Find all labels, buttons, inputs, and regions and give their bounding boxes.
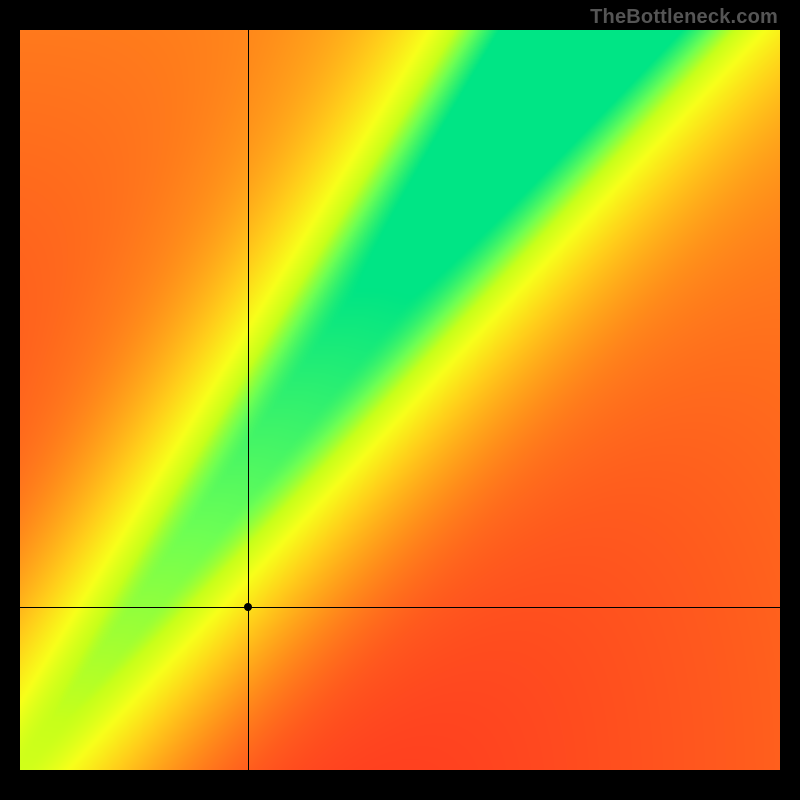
heatmap-canvas (20, 30, 780, 770)
selection-marker (244, 603, 252, 611)
watermark-text: TheBottleneck.com (590, 6, 778, 29)
bottleneck-heatmap (20, 30, 780, 770)
crosshair-vertical (248, 30, 249, 770)
crosshair-horizontal (20, 607, 780, 608)
